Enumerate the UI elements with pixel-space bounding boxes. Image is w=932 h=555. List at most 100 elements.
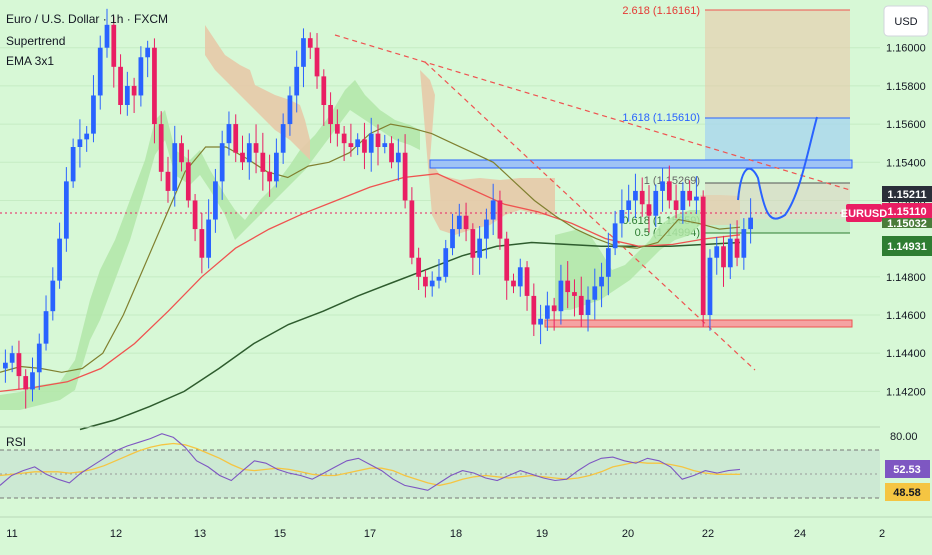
candle-body: [213, 181, 218, 220]
horizontal-zones: [0, 159, 880, 328]
candle-body: [402, 152, 408, 201]
price-projection-path: [737, 116, 818, 220]
candle-body: [551, 305, 557, 312]
fib-label-1618: 1.618 (1.15610): [622, 112, 700, 124]
candle-body: [524, 267, 530, 296]
candle-body: [23, 376, 29, 390]
supertrend-down-fill-2: [420, 70, 555, 235]
candle-body: [429, 280, 435, 287]
chart-title[interactable]: Euro / U.S. Dollar · 1h · FXCM: [6, 12, 168, 26]
price-axis[interactable]: 1.160001.158001.156001.154001.152001.148…: [886, 43, 926, 399]
candle-body: [70, 147, 76, 182]
time-axis[interactable]: 11 12 13 15 17 18 19 20 22 24 2: [6, 528, 885, 540]
time-tick-label: 15: [274, 528, 286, 540]
candle-body: [544, 305, 550, 319]
support-zone[interactable]: [544, 319, 853, 328]
candle-body: [497, 200, 503, 239]
supertrend-up-fill: [0, 80, 420, 410]
fib-extension-upper-zone: [705, 10, 850, 118]
candle-body: [592, 286, 598, 300]
price-tick-label: 1.14800: [886, 272, 926, 284]
candle-body: [104, 24, 110, 48]
fib-lower-zone: [705, 219, 850, 233]
candle-body: [572, 292, 577, 296]
rsi-label[interactable]: RSI: [6, 435, 26, 449]
price-tag-level-a: [882, 186, 932, 202]
resistance-zone[interactable]: [429, 159, 853, 169]
candle-body: [294, 66, 300, 96]
time-tick-label: 13: [194, 528, 206, 540]
candle-body: [578, 295, 584, 315]
candle-body: [43, 311, 49, 344]
candle-body: [450, 229, 455, 249]
price-tick-label: 1.16000: [886, 43, 926, 55]
candle-body: [131, 85, 137, 96]
candle-body: [280, 124, 286, 153]
candle-body: [477, 238, 482, 258]
candle-body: [599, 276, 604, 287]
candle-body: [84, 133, 90, 140]
time-tick-label: 2: [879, 528, 885, 540]
candle-body: [192, 200, 198, 230]
candle-body: [111, 24, 117, 67]
time-tick-label: 24: [794, 528, 806, 540]
currency-button-bg[interactable]: [883, 5, 929, 37]
price-tick-label: 1.14600: [886, 310, 926, 322]
candle-body: [423, 276, 428, 287]
candle-body: [158, 124, 164, 172]
price-tick-label: 1.14400: [886, 348, 926, 360]
rsi-ma-line: [0, 442, 740, 487]
candle-body: [734, 238, 740, 258]
candle-body: [118, 66, 123, 105]
candle-body: [36, 343, 42, 373]
candle-body: [362, 139, 367, 153]
candle-body: [287, 95, 293, 125]
price-tick-label: 1.15800: [886, 81, 926, 93]
candle-body: [707, 257, 713, 315]
price-tag-level-c-text: 1.14931: [887, 241, 927, 253]
currency-button[interactable]: USD: [883, 5, 929, 37]
candle-body: [77, 139, 83, 147]
candle-body: [165, 171, 171, 191]
trendline-lower[interactable]: [424, 61, 756, 371]
candle-body: [138, 57, 144, 96]
currency-button-label[interactable]: USD: [894, 16, 917, 28]
time-tick-label: 18: [450, 528, 462, 540]
candle-body: [328, 105, 333, 125]
fib-extension-mid-zone: [705, 118, 850, 162]
rsi-pane: RSI: [0, 426, 880, 499]
candle-body: [246, 143, 252, 163]
candle-body: [355, 139, 361, 147]
rsi-axis[interactable]: 80.00: [890, 431, 918, 443]
candle-body: [382, 143, 388, 147]
candle-body: [233, 124, 239, 153]
candle-body: [124, 85, 130, 105]
candle-body: [145, 47, 151, 58]
candle-body: [639, 190, 645, 205]
candle-body: [463, 215, 469, 230]
price-tick-label: 1.14200: [886, 386, 926, 398]
price-tag-last-text: 1.15110: [887, 206, 926, 218]
candle-body: [301, 38, 306, 67]
candle-body: [3, 362, 8, 369]
candle-body: [612, 223, 618, 249]
indicator-ema[interactable]: EMA 3x1: [6, 54, 54, 68]
indicator-supertrend[interactable]: Supertrend: [6, 34, 65, 48]
candle-body: [517, 267, 523, 287]
candle-body: [97, 47, 103, 96]
candle-body: [179, 143, 184, 163]
time-tick-label: 22: [702, 528, 714, 540]
fib-label-2618: 2.618 (1.16161): [622, 5, 700, 17]
candle-body: [714, 246, 720, 258]
candle-body: [368, 133, 374, 153]
rsi-value-text: 52.53: [893, 464, 921, 476]
candle-body: [219, 143, 225, 182]
candle-body: [389, 143, 394, 163]
candle-body: [443, 248, 449, 277]
candle-body: [307, 38, 313, 48]
price-tag-level-b: [882, 218, 932, 228]
candle-body: [226, 124, 232, 144]
price-tags: 1.15211 1.15110 1.15032 1.14931 EURUSD 5…: [841, 186, 932, 501]
